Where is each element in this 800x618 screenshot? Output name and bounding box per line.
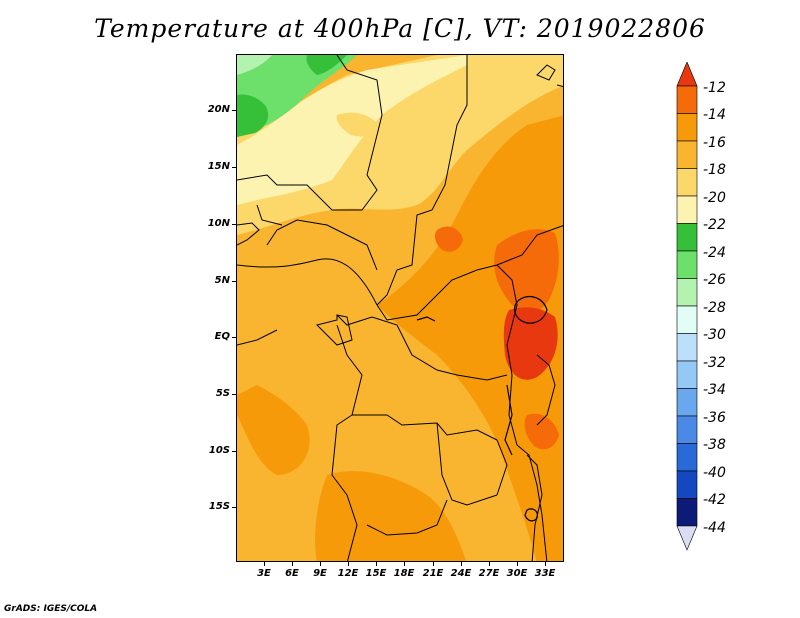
- colorbar-label-minus34: -34: [703, 382, 726, 398]
- lon-label-6e: 6E: [285, 568, 299, 579]
- colorbar-swatch: [676, 140, 698, 169]
- field-minus26-patch: [237, 55, 272, 75]
- colorbar-swatch: [676, 415, 698, 444]
- colorbar-label-minus38: -38: [703, 437, 726, 453]
- colorbar-label-minus18: -18: [703, 162, 726, 178]
- grads-credit: GrADS: IGES/COLA: [4, 604, 98, 614]
- lat-tick: [232, 394, 236, 395]
- lon-label-12e: 12E: [337, 568, 359, 579]
- field-minus14-west: [237, 385, 310, 475]
- lat-label-5n: 5N: [214, 275, 230, 286]
- field-minus14-band: [377, 115, 563, 561]
- lon-tick: [461, 562, 462, 566]
- colorbar-label-minus20: -20: [703, 190, 726, 206]
- colorbar-swatch: [676, 195, 698, 224]
- colorbar-label-minus32: -32: [703, 355, 726, 371]
- field-minus12-east: [494, 229, 559, 313]
- colorbar-swatch: [676, 113, 698, 142]
- colorbar-label-minus12: -12: [703, 80, 726, 96]
- colorbar-label-minus42: -42: [703, 492, 726, 508]
- colorbar-swatch: [676, 470, 698, 499]
- lat-tick: [232, 337, 236, 338]
- lat-tick: [232, 507, 236, 508]
- colorbar-label-minus14: -14: [703, 107, 726, 123]
- colorbar-label-minus24: -24: [703, 245, 726, 261]
- field-minus18-streak: [336, 112, 377, 137]
- lat-label-eq: EQ: [214, 331, 230, 342]
- lon-label-9e: 9E: [313, 568, 327, 579]
- lon-label-27e: 27E: [478, 568, 500, 579]
- colorbar-swatch: [676, 168, 698, 197]
- lon-tick: [264, 562, 265, 566]
- lat-label-5s: 5S: [215, 388, 230, 399]
- lon-tick: [433, 562, 434, 566]
- lon-label-30e: 30E: [506, 568, 528, 579]
- field-minus12-lakes: [503, 307, 558, 380]
- lat-tick: [232, 451, 236, 452]
- lat-label-15s: 15S: [208, 501, 230, 512]
- lon-tick: [320, 562, 321, 566]
- chart-title: Temperature at 400hPa [C], VT: 201902280…: [94, 14, 706, 43]
- country-borders: [237, 55, 563, 561]
- lon-label-3e: 3E: [257, 568, 271, 579]
- lon-label-15e: 15E: [365, 568, 387, 579]
- lon-tick: [517, 562, 518, 566]
- lon-tick: [545, 562, 546, 566]
- colorbar-label-minus44: -44: [703, 520, 726, 536]
- colorbar-swatch: [676, 305, 698, 334]
- map-canvas: [237, 55, 563, 561]
- lat-label-10n: 10N: [207, 218, 230, 229]
- lat-label-10s: 10S: [208, 445, 230, 456]
- lat-label-20n: 20N: [207, 104, 230, 115]
- colorbar: [676, 62, 698, 551]
- lat-tick: [232, 110, 236, 111]
- colorbar-swatch: [676, 278, 698, 307]
- lon-tick: [404, 562, 405, 566]
- lake-outlines: [416, 296, 548, 522]
- colorbar-label-minus30: -30: [703, 327, 726, 343]
- colorbar-swatch: [676, 85, 698, 114]
- colorbar-bottom-triangle: [676, 525, 698, 551]
- field-minus12-spot: [434, 226, 463, 252]
- colorbar-label-minus40: -40: [703, 465, 726, 481]
- colorbar-label-minus22: -22: [703, 217, 726, 233]
- field-minus22-north: [306, 55, 347, 75]
- lon-tick: [489, 562, 490, 566]
- lon-label-24e: 24E: [450, 568, 472, 579]
- colorbar-swatch: [676, 498, 698, 527]
- lon-tick: [348, 562, 349, 566]
- field-minus14-south: [315, 471, 467, 561]
- colorbar-label-minus36: -36: [703, 410, 726, 426]
- lon-label-33e: 33E: [534, 568, 556, 579]
- lat-tick: [232, 167, 236, 168]
- lon-tick: [376, 562, 377, 566]
- field-minus22-band: [237, 94, 269, 137]
- lon-tick: [292, 562, 293, 566]
- colorbar-label-minus16: -16: [703, 135, 726, 151]
- field-minus12-southeast: [524, 413, 559, 450]
- colorbar-top-triangle: [676, 62, 698, 87]
- lat-tick: [232, 281, 236, 282]
- lon-label-18e: 18E: [393, 568, 415, 579]
- lat-label-15n: 15N: [207, 161, 230, 172]
- colorbar-swatch: [676, 223, 698, 252]
- colorbar-swatch: [676, 360, 698, 389]
- colorbar-swatch: [676, 388, 698, 417]
- colorbar-swatch: [676, 250, 698, 279]
- colorbar-label-minus26: -26: [703, 272, 726, 288]
- colorbar-swatch: [676, 443, 698, 472]
- colorbar-swatch: [676, 333, 698, 362]
- temperature-map: [236, 54, 564, 562]
- colorbar-swatches: [676, 62, 698, 551]
- lat-tick: [232, 224, 236, 225]
- lon-label-21e: 21E: [422, 568, 444, 579]
- colorbar-label-minus28: -28: [703, 300, 726, 316]
